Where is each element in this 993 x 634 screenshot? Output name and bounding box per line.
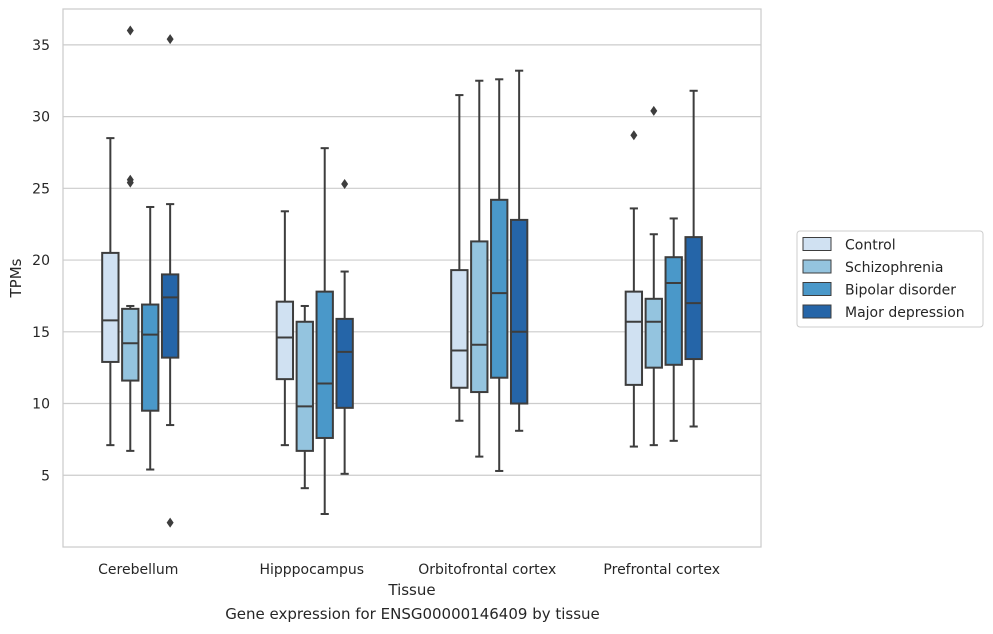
legend-swatch bbox=[802, 282, 832, 296]
box-body bbox=[470, 240, 489, 394]
legend: Control Schizophrenia Bipolar disorder Majo… bbox=[796, 230, 984, 328]
box bbox=[295, 304, 314, 490]
box-body bbox=[490, 198, 509, 379]
box bbox=[684, 89, 703, 428]
box-body bbox=[644, 297, 663, 369]
x-tick-label: Orbitofrontal cortex bbox=[418, 562, 556, 578]
box bbox=[121, 25, 140, 452]
outlier-point bbox=[126, 177, 134, 188]
box bbox=[141, 205, 160, 471]
box-body bbox=[295, 320, 314, 452]
legend-label: Bipolar disorder bbox=[845, 283, 956, 299]
box bbox=[624, 130, 644, 448]
x-tick-label: Cerebellum bbox=[98, 562, 178, 578]
outlier-point bbox=[166, 517, 174, 528]
box bbox=[335, 179, 354, 475]
box bbox=[450, 94, 469, 422]
x-tick-label: Hipppocampus bbox=[259, 562, 364, 578]
y-tick-label: 35 bbox=[32, 38, 50, 54]
box-body bbox=[121, 307, 140, 382]
x-tick-label: Prefrontal cortex bbox=[603, 562, 720, 578]
outlier-point bbox=[166, 34, 174, 45]
legend-swatch bbox=[802, 304, 832, 319]
box bbox=[490, 78, 509, 472]
plot-frame bbox=[62, 8, 762, 548]
legend-label: Major depression bbox=[845, 305, 965, 321]
legend-swatch bbox=[802, 259, 832, 274]
box-body bbox=[315, 290, 334, 439]
box bbox=[315, 147, 334, 516]
outlier-point bbox=[650, 105, 658, 116]
box-body bbox=[275, 300, 295, 381]
box bbox=[101, 137, 120, 447]
legend-frame bbox=[796, 230, 984, 328]
outlier-point bbox=[630, 130, 638, 141]
y-tick-label: 30 bbox=[32, 110, 50, 126]
outlier-point bbox=[341, 179, 349, 190]
box bbox=[160, 34, 180, 528]
legend-swatch bbox=[802, 237, 832, 251]
y-tick-label: 5 bbox=[41, 468, 50, 484]
figure-caption: Gene expression for ENSG00000146409 by t… bbox=[225, 605, 600, 623]
box bbox=[470, 79, 489, 458]
box-body bbox=[141, 303, 160, 412]
box-body bbox=[509, 218, 529, 405]
box-body bbox=[684, 236, 703, 361]
box bbox=[509, 69, 529, 432]
y-tick-label: 10 bbox=[32, 397, 50, 413]
box bbox=[644, 105, 663, 447]
gridlines bbox=[63, 44, 761, 476]
legend-label: Schizophrenia bbox=[845, 260, 943, 276]
y-tick-label: 25 bbox=[32, 181, 50, 197]
box-body bbox=[160, 273, 180, 359]
y-tick-label: 20 bbox=[32, 253, 50, 269]
x-axis-label: Tissue bbox=[387, 581, 435, 599]
box bbox=[664, 217, 683, 442]
axes: 5 10 15 20 25 30 35 Cerebellum Hipppocampus Orbit… bbox=[32, 38, 720, 578]
legend-label: Control bbox=[845, 238, 896, 254]
boxes bbox=[101, 25, 703, 528]
outlier-point bbox=[126, 25, 134, 36]
box-body bbox=[624, 290, 644, 386]
y-axis-label: TPMs bbox=[7, 258, 25, 298]
box-body bbox=[450, 269, 469, 389]
box-body bbox=[335, 317, 354, 409]
box-body bbox=[664, 256, 683, 366]
box bbox=[275, 210, 295, 447]
y-tick-label: 15 bbox=[32, 325, 50, 341]
box-body bbox=[101, 251, 120, 363]
